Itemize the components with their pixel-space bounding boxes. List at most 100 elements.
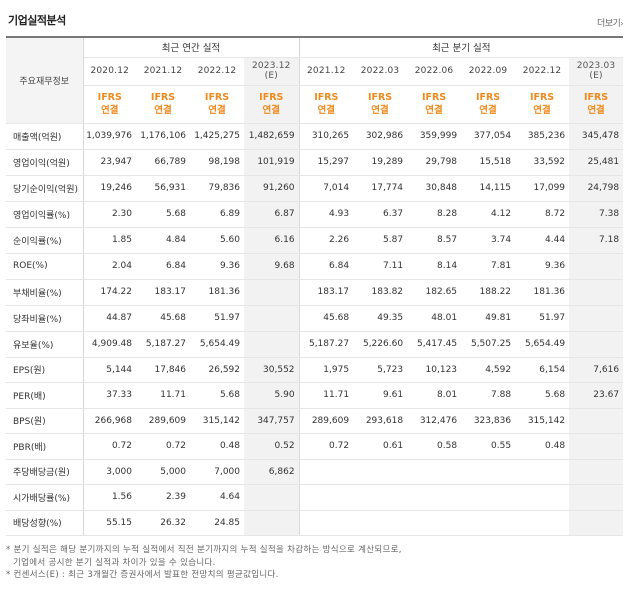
table-cell: 1,975	[298, 356, 354, 383]
table-cell: 23.67	[569, 382, 624, 409]
table-cell	[569, 253, 624, 280]
table-cell	[353, 458, 408, 485]
table-cell	[244, 510, 300, 536]
financial-table: 주요재무정보 최근 연간 실적 최근 분기 실적 2020.12 2021.12 2…	[6, 36, 624, 536]
table-cell: 11.71	[136, 382, 190, 409]
table-cell: 5,654.49	[190, 331, 244, 358]
table-cell: 4,592	[461, 356, 516, 383]
ifrs-badge: IFRS 연결	[407, 85, 462, 124]
table-cell: 323,836	[461, 408, 516, 434]
table-cell: 24.85	[190, 510, 244, 536]
table-cell	[461, 458, 516, 485]
table-cell: 14,115	[461, 175, 516, 202]
row-label: PBR(배)	[6, 433, 84, 460]
table-cell: 5,144	[83, 356, 136, 383]
table-cell: 49.81	[461, 305, 516, 332]
table-cell	[461, 484, 516, 511]
table-cell	[353, 484, 408, 511]
table-cell: 2.26	[298, 227, 354, 254]
table-cell: 3,000	[83, 458, 136, 485]
table-cell: 9.68	[244, 253, 300, 280]
table-cell: 5,723	[353, 356, 408, 383]
ifrs-badge: IFRS 연결	[569, 85, 624, 124]
period-date: 2022.03	[360, 66, 400, 76]
table-cell: 0.72	[83, 433, 136, 460]
table-cell: 7.11	[353, 253, 408, 280]
ifrs-top-label: IFRS	[421, 92, 447, 103]
ifrs-top-label: IFRS	[97, 92, 122, 103]
row-label: 당좌비율(%)	[6, 305, 84, 332]
table-cell: 310,265	[298, 123, 354, 150]
table-cell: 30,552	[244, 356, 300, 383]
ifrs-bottom-label: 연결	[262, 105, 281, 116]
ifrs-bottom-label: 연결	[101, 105, 119, 116]
row-label: 순이익률(%)	[6, 227, 84, 254]
table-cell: 8.72	[515, 200, 570, 228]
table-cell	[569, 331, 624, 358]
ifrs-top-label: IFRS	[150, 92, 176, 103]
ifrs-top-label: IFRS	[204, 92, 230, 103]
ifrs-top-label: IFRS	[367, 92, 393, 103]
table-cell: 0.55	[461, 433, 516, 460]
table-cell: 7,616	[569, 356, 624, 383]
row-label: 영업이익률(%)	[6, 200, 84, 228]
table-cell	[407, 484, 462, 511]
table-row: 주당배당금(원) 3,000 5,000 7,000 6,862	[6, 458, 624, 485]
period-date: 2022.06	[414, 66, 454, 76]
table-cell: 0.72	[298, 433, 354, 460]
table-row: PER(배) 37.33 11.71 5.68 5.90 11.71 9.61 8.01 7.8…	[6, 382, 624, 409]
table-cell: 17,099	[515, 175, 570, 202]
table-cell: 101,919	[244, 149, 300, 176]
more-link[interactable]: 더보기›	[597, 16, 623, 29]
table-cell: 55.15	[83, 510, 136, 536]
table-cell	[569, 278, 624, 306]
row-label: BPS(원)	[6, 408, 84, 434]
table-row: ROE(%) 2.04 6.84 9.36 9.68 6.84 7.11 8.14 7.81 9.…	[6, 253, 624, 280]
table-cell: 19,246	[83, 175, 136, 202]
table-cell: 0.52	[244, 433, 300, 460]
table-cell: 8.14	[407, 253, 462, 280]
table-cell: 5,187.27	[298, 331, 354, 358]
table-cell	[569, 484, 624, 511]
table-cell: 6,862	[244, 458, 300, 485]
footnote-quarterly-cont: 기업에서 공시한 분기 실적과 차이가 있을 수 있습니다.	[13, 557, 216, 568]
table-row: BPS(원) 266,968 289,609 315,142 347,757 289,60…	[6, 408, 624, 434]
table-cell: 91,260	[244, 175, 300, 202]
table-cell: 0.58	[407, 433, 462, 460]
ifrs-badge: IFRS 연결	[83, 85, 136, 124]
table-cell: 6.84	[136, 253, 190, 280]
table-cell: 1,425,275	[190, 123, 244, 150]
table-cell	[515, 458, 570, 485]
table-cell: 5.68	[190, 382, 244, 409]
table-cell: 183.17	[136, 278, 190, 306]
ifrs-bottom-label: 연결	[533, 105, 551, 116]
row-label: 영업이익(억원)	[6, 149, 84, 176]
table-cell: 6.16	[244, 227, 300, 254]
table-cell	[244, 305, 300, 332]
row-label: 당기순이익(억원)	[6, 175, 84, 202]
table-cell: 17,846	[136, 356, 190, 383]
table-cell: 56,931	[136, 175, 190, 202]
table-cell: 7,000	[190, 458, 244, 485]
table-cell: 7.38	[569, 200, 624, 228]
row-label: 배당성향(%)	[6, 510, 84, 536]
table-cell: 1.85	[83, 227, 136, 254]
period-date: 2022.12	[522, 66, 562, 76]
table-cell: 5.90	[244, 382, 300, 409]
period-date: 2022.12	[197, 66, 237, 76]
table-cell: 1,482,659	[244, 123, 300, 150]
table-row: 당좌비율(%) 44.87 45.68 51.97 45.68 49.35 48.01 49.…	[6, 305, 624, 332]
ifrs-top-label: IFRS	[475, 92, 501, 103]
ifrs-bottom-label: 연결	[371, 105, 389, 116]
table-row: 당기순이익(억원) 19,246 56,931 79,836 91,260 7,014 17…	[6, 175, 624, 202]
ifrs-badge: IFRS 연결	[244, 85, 300, 124]
period-header: 2023.12 (E)	[244, 57, 300, 86]
footnote-quarterly: * 분기 실적은 해당 분기까지의 누적 실적에서 직전 분기까지의 누적 실적…	[6, 545, 402, 555]
estimate-mark: (E)	[589, 71, 603, 81]
table-cell: 79,836	[190, 175, 244, 202]
table-cell: 3.74	[461, 227, 516, 254]
table-cell	[461, 510, 516, 536]
table-cell: 25,481	[569, 149, 624, 176]
table-cell: 30,848	[407, 175, 462, 202]
table-cell: 4.84	[136, 227, 190, 254]
